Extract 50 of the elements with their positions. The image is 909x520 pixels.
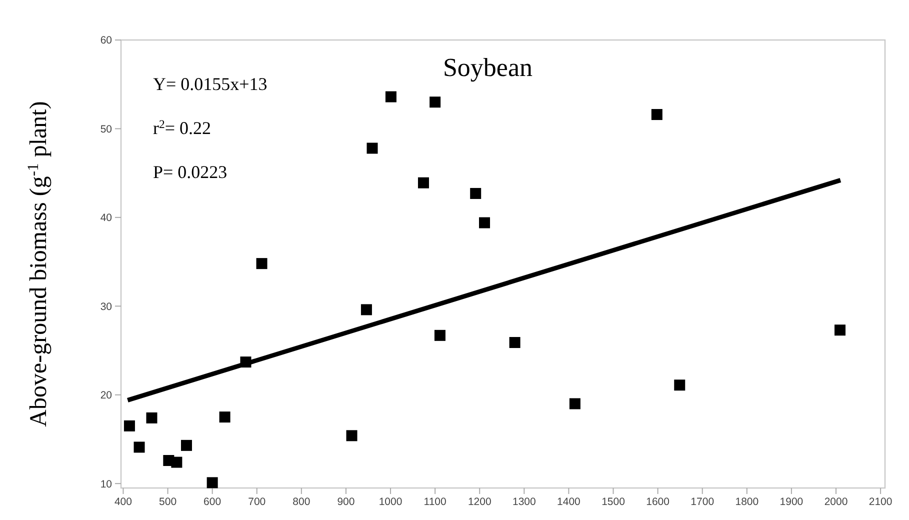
y-tick-label: 60 [100, 34, 112, 47]
y-tick-label: 50 [100, 123, 112, 136]
x-tick-label: 500 [159, 496, 177, 508]
point [651, 109, 662, 120]
x-tick-label: 1800 [735, 496, 759, 508]
x-tick-label: 1900 [780, 496, 804, 508]
point [171, 456, 182, 468]
point [180, 440, 192, 451]
x-tick-label: 800 [292, 496, 310, 508]
x-tick-label: 1100 [424, 496, 447, 508]
x-tick-label: 2000 [824, 496, 848, 508]
x-tick-label: 1500 [602, 496, 626, 508]
point [385, 91, 396, 102]
point [434, 330, 446, 341]
y-tick-label: 10 [100, 478, 112, 490]
x-tick-label: 2100 [868, 496, 892, 508]
y-tick-label: 30 [100, 300, 112, 313]
point [834, 324, 846, 336]
point [346, 430, 358, 442]
annotation: r$^{2}$= 0.22 [153, 118, 211, 138]
point [479, 217, 490, 228]
point [470, 188, 482, 199]
point [134, 442, 145, 453]
x-tick-label: 1600 [646, 496, 670, 508]
point [360, 304, 372, 316]
x-tick-label: 1200 [468, 496, 492, 508]
x-tick-label: 1700 [690, 496, 714, 508]
point [674, 380, 686, 391]
point [219, 412, 230, 423]
point [124, 420, 135, 432]
y-tick-label: 20 [100, 390, 112, 402]
x-tick-label: 600 [204, 496, 222, 508]
x-tick-label: 1000 [378, 496, 402, 508]
point [569, 398, 580, 410]
annotation: P= 0.0223 [153, 162, 228, 182]
point [146, 412, 158, 424]
x-tick-label: 700 [248, 496, 266, 508]
point [206, 477, 218, 488]
annotation: Y= 0.0155x+13 [153, 74, 268, 94]
point [430, 96, 441, 108]
x-tick-label: 1300 [512, 496, 536, 508]
point [366, 142, 378, 154]
text: Soybean [442, 53, 532, 82]
point [256, 258, 268, 270]
y-tick-label: 40 [100, 212, 112, 224]
x-tick-label: 1400 [557, 496, 581, 508]
point [509, 337, 520, 348]
x-tick-label: 900 [337, 496, 355, 508]
x-tick-label: 400 [114, 496, 132, 508]
point [418, 177, 429, 188]
